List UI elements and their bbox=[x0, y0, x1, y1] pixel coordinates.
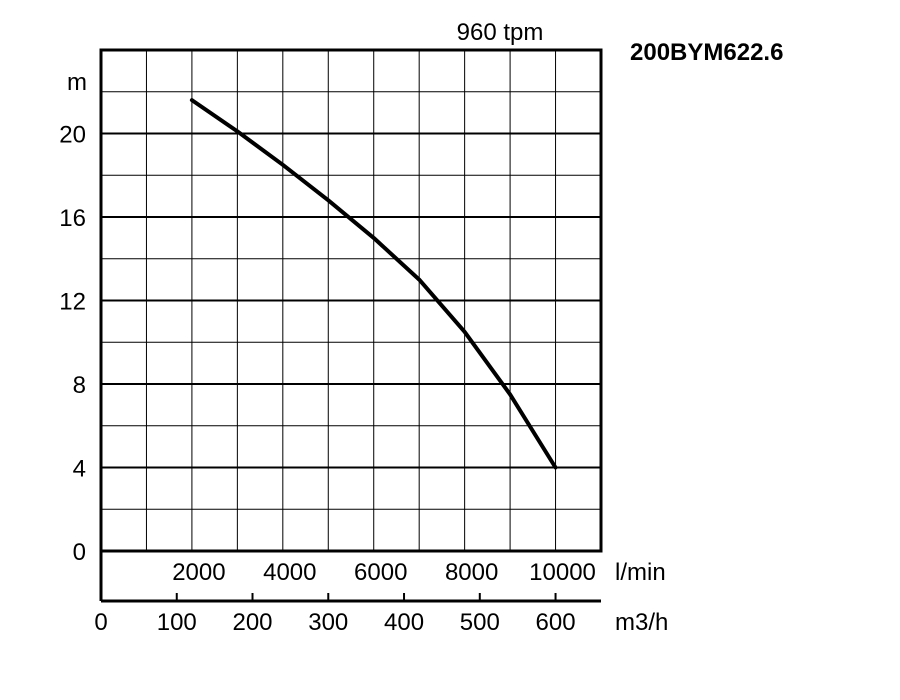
curve-layer bbox=[189, 98, 558, 470]
y-tick-label: 16 bbox=[59, 205, 86, 232]
x-tick-label-m3h: 400 bbox=[384, 609, 424, 636]
x-tick-label-m3h: 500 bbox=[460, 609, 500, 636]
x-tick-label-m3h: 600 bbox=[536, 609, 576, 636]
x-axis-unit-m3h: m3/h bbox=[615, 609, 668, 636]
x-axis-ticks-lmin: 2000 4000 6000 8000 10000 bbox=[172, 559, 596, 586]
x-axis-ticks-m3h: 0 100 200 300 400 500 600 bbox=[94, 593, 576, 636]
head-flow-curve bbox=[189, 98, 558, 470]
y-axis-ticks: 0 4 8 12 16 20 bbox=[59, 122, 86, 567]
x-axis-unit-lmin: l/min bbox=[615, 559, 666, 586]
plot-frame bbox=[99, 48, 603, 603]
x-tick-label-lmin: 10000 bbox=[529, 559, 596, 586]
y-tick-label: 8 bbox=[73, 372, 86, 399]
y-tick-label: 0 bbox=[73, 539, 86, 566]
y-tick-label: 4 bbox=[73, 456, 86, 483]
y-tick-label: 12 bbox=[59, 289, 86, 316]
x-tick-label-lmin: 8000 bbox=[445, 559, 498, 586]
y-tick-label: 20 bbox=[59, 122, 86, 149]
x-tick-label-m3h: 100 bbox=[157, 609, 197, 636]
x-tick-label-m3h: 0 bbox=[94, 609, 107, 636]
model-label: 200BYM622.6 bbox=[630, 39, 783, 66]
grid-lines bbox=[101, 50, 601, 551]
x-tick-label-lmin: 6000 bbox=[354, 559, 407, 586]
x-tick-label-lmin: 4000 bbox=[263, 559, 316, 586]
x-tick-label-lmin: 2000 bbox=[172, 559, 225, 586]
x-tick-label-m3h: 200 bbox=[232, 609, 272, 636]
plot-border bbox=[99, 48, 603, 553]
y-axis-unit-label: m bbox=[67, 69, 87, 96]
x-tick-label-m3h: 300 bbox=[308, 609, 348, 636]
speed-label: 960 tpm bbox=[457, 19, 544, 46]
